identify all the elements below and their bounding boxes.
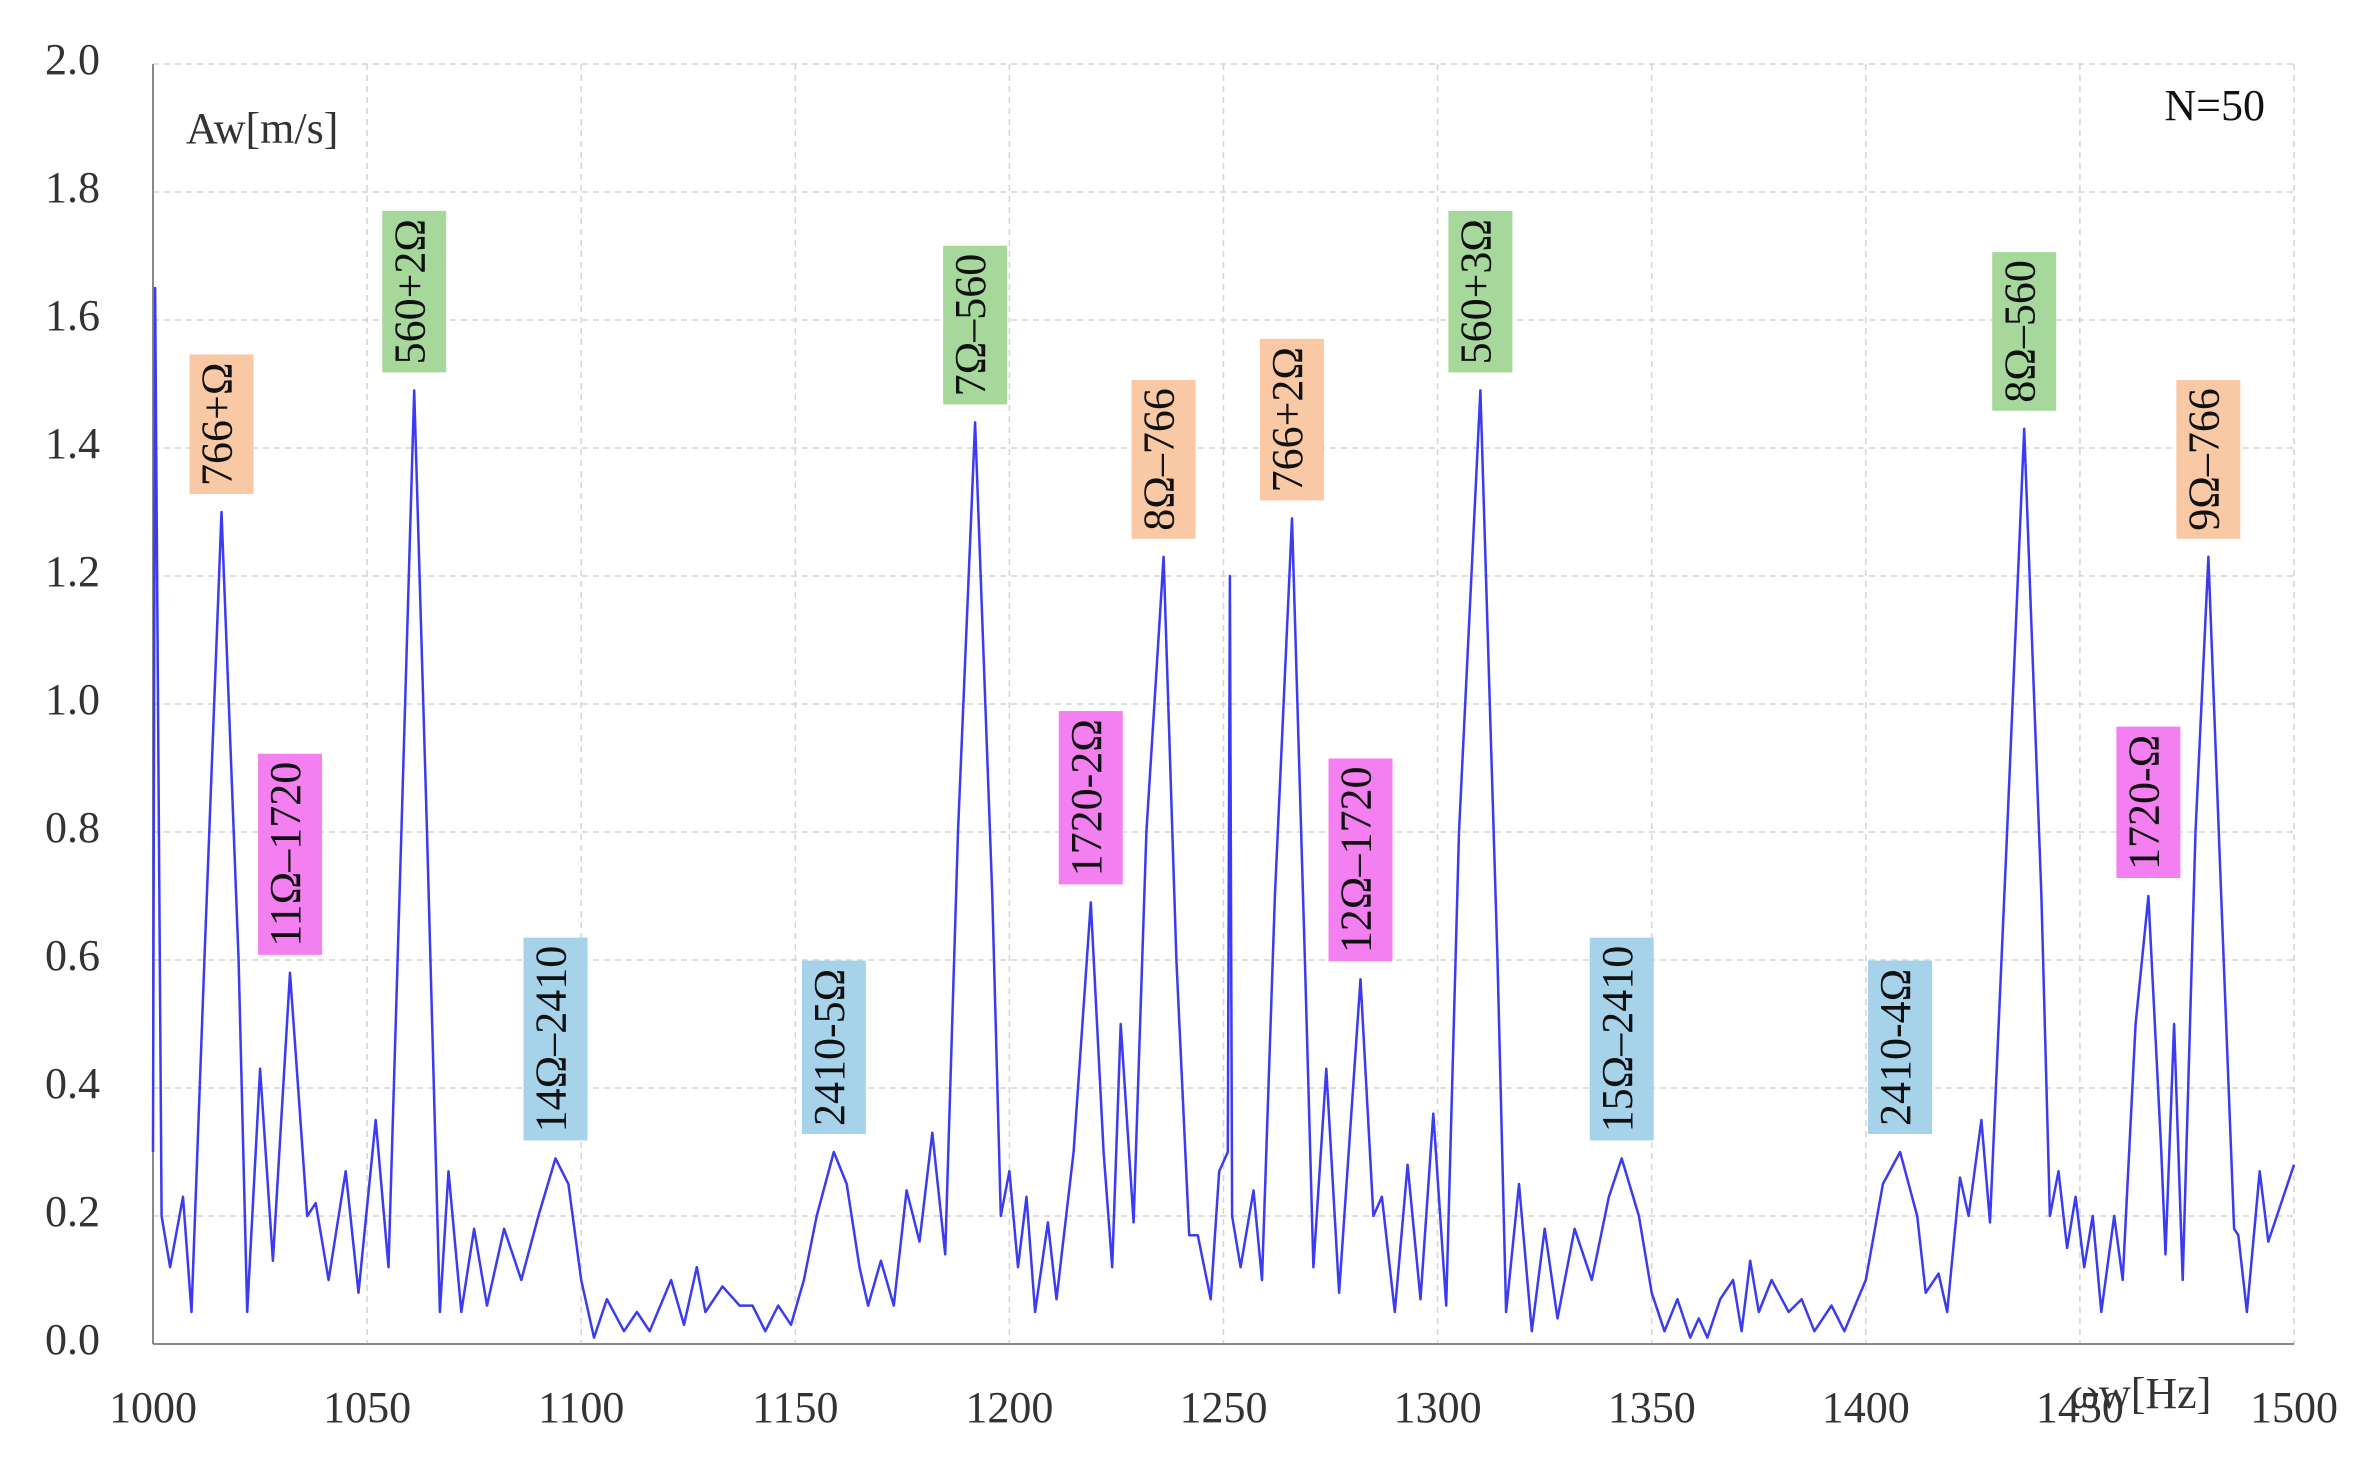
peak-label-text: 8Ω–560 [1995,260,2044,403]
peak-label-box [1992,252,2057,411]
peak-label-box [189,354,254,494]
peak-label: 8Ω–560 [1992,252,2057,411]
x-tick-label: 1100 [538,1383,624,1432]
peak-label-text: 1720-2Ω [1062,719,1111,876]
peak-label-box [1589,937,1654,1141]
x-tick-label: 1000 [109,1383,197,1432]
peak-label: 766+Ω [189,354,254,494]
y-tick-label: 1.2 [45,547,100,596]
peak-label-box [943,245,1008,405]
y-axis-label: Aw[m/s] [186,104,338,153]
peak-label-box [2116,726,2181,878]
peak-label: 2410-5Ω [801,960,866,1134]
y-tick-label: 1.0 [45,675,100,724]
y-tick-label: 0.8 [45,803,100,852]
peak-label-box [2176,380,2241,539]
peak-label-text: 9Ω–766 [2179,388,2228,531]
peak-label-text: 12Ω–1720 [1332,766,1381,953]
peak-label: 12Ω–1720 [1328,758,1393,962]
peak-label-box [1131,380,1196,539]
y-tick-label: 1.6 [45,291,100,340]
peak-label-text: 560+2Ω [385,219,434,365]
peak-label: 560+2Ω [382,210,447,373]
peak-label-box [1260,338,1325,501]
peak-label: 11Ω–1720 [258,753,323,955]
x-tick-label: 1300 [1394,1383,1482,1432]
peak-label: 560+3Ω [1448,210,1513,373]
peak-label-box [1058,711,1123,885]
grid [152,63,2295,1345]
y-tick-label: 1.8 [45,163,100,212]
peak-label-text: 14Ω–2410 [527,946,576,1133]
peak-label-text: 8Ω–766 [1135,388,1184,531]
peak-label-box [382,210,447,373]
y-tick-label: 0.6 [45,931,100,980]
peak-label: 7Ω–560 [943,245,1008,405]
peak-label-text: 2410-5Ω [805,969,854,1126]
peak-label-text: 2410-4Ω [1871,969,1920,1126]
y-tick-label: 1.4 [45,419,100,468]
peak-label: 14Ω–2410 [523,937,588,1141]
y-tick-label: 0.2 [45,1187,100,1236]
spectrum-line [151,286,2296,1339]
peak-label: 1720-Ω [2116,726,2181,878]
peak-label: 15Ω–2410 [1589,937,1654,1141]
y-tick-label: 2.0 [45,35,100,84]
x-tick-label: 1250 [1180,1383,1268,1432]
peak-label: 8Ω–766 [1131,380,1196,539]
peak-label-text: 15Ω–2410 [1593,946,1642,1133]
peak-label-text: 560+3Ω [1452,219,1501,365]
peak-label: 766+2Ω [1260,338,1325,501]
peak-label: 1720-2Ω [1058,711,1123,885]
peak-label-box [523,937,588,1141]
peak-label-text: 1720-Ω [2120,735,2169,870]
peak-label-box [1868,960,1933,1134]
peak-label: 2410-4Ω [1868,960,1933,1134]
x-tick-label: 1150 [752,1383,838,1432]
x-tick-label: 1050 [323,1383,411,1432]
peak-label-text: 766+Ω [193,362,242,486]
x-axis-label: ωw[Hz] [2070,1369,2211,1418]
y-tick-label: 0.0 [45,1315,100,1364]
peak-label-text: 766+2Ω [1263,347,1312,493]
x-tick-label: 1350 [1608,1383,1696,1432]
x-tick-label: 1500 [2250,1383,2338,1432]
y-tick-label: 0.4 [45,1059,100,1108]
note: N=50 [2164,81,2265,130]
peak-label: 9Ω–766 [2176,380,2241,539]
peak-label-text: 7Ω–560 [946,254,995,397]
peak-label-box [801,960,866,1134]
peak-label-box [1448,210,1513,373]
x-tick-label: 1200 [965,1383,1053,1432]
peak-label-text: 11Ω–1720 [261,762,310,947]
peak-label-box [1328,758,1393,962]
x-tick-label: 1400 [1822,1383,1910,1432]
x-tick-label: 1450 [2036,1383,2124,1432]
peak-label-box [258,753,323,955]
